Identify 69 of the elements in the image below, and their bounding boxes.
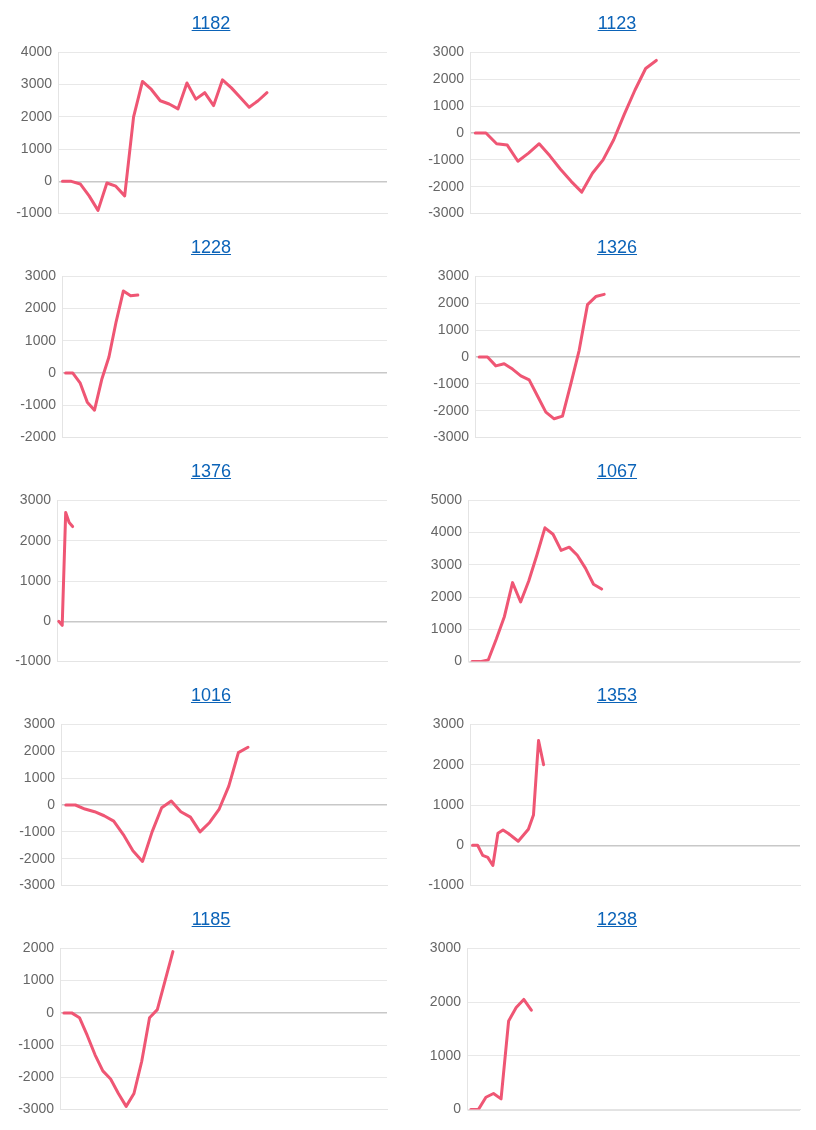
y-tick-label: 3000 bbox=[24, 267, 57, 284]
y-tick-label: -1000 bbox=[16, 204, 53, 221]
y-tick-label: 2000 bbox=[24, 299, 57, 316]
y-tick-label: 3000 bbox=[437, 267, 470, 284]
chart-title: 1238 bbox=[596, 909, 638, 929]
y-tick-label: -1000 bbox=[18, 1035, 55, 1052]
y-tick-label: -3000 bbox=[433, 428, 470, 445]
y-tick-label: 2000 bbox=[430, 587, 463, 604]
y-tick-label: 1000 bbox=[22, 971, 55, 988]
y-tick-label: 0 bbox=[46, 1003, 55, 1020]
y-tick-label: 0 bbox=[454, 652, 463, 669]
y-tick-label: 1000 bbox=[429, 1046, 462, 1063]
y-tick-label: -1000 bbox=[19, 822, 56, 839]
y-tick-label: 2000 bbox=[19, 531, 52, 548]
chart-title: 1182 bbox=[191, 13, 231, 33]
y-tick-label: 0 bbox=[48, 363, 57, 380]
chart-title: 1185 bbox=[191, 909, 231, 929]
y-tick-label: 3000 bbox=[20, 75, 53, 92]
y-tick-label: 0 bbox=[47, 795, 56, 812]
y-tick-label: -3000 bbox=[19, 876, 56, 893]
chart-title: 1353 bbox=[596, 685, 638, 705]
y-tick-label: -2000 bbox=[20, 428, 57, 445]
y-tick-label: 1000 bbox=[432, 96, 465, 113]
chart-title: 1067 bbox=[596, 461, 638, 481]
y-tick-label: -3000 bbox=[428, 204, 465, 221]
y-tick-label: 0 bbox=[456, 836, 465, 853]
y-tick-label: -2000 bbox=[19, 849, 56, 866]
y-tick-label: 3000 bbox=[19, 491, 52, 508]
y-tick-label: 1000 bbox=[437, 320, 470, 337]
y-tick-label: 5000 bbox=[430, 491, 463, 508]
y-tick-label: 0 bbox=[461, 347, 470, 364]
y-tick-label: 2000 bbox=[437, 294, 470, 311]
chart-title: 1326 bbox=[596, 237, 638, 257]
y-tick-label: -1000 bbox=[428, 150, 465, 167]
y-tick-label: -3000 bbox=[18, 1100, 55, 1117]
y-tick-label: -1000 bbox=[428, 876, 465, 893]
y-tick-label: 3000 bbox=[429, 939, 462, 956]
y-tick-label: 2000 bbox=[20, 107, 53, 124]
y-tick-label: 3000 bbox=[430, 555, 463, 572]
y-tick-label: -2000 bbox=[428, 177, 465, 194]
y-tick-label: 2000 bbox=[432, 755, 465, 772]
y-tick-label: -2000 bbox=[18, 1068, 55, 1085]
y-tick-label: 1000 bbox=[20, 139, 53, 156]
y-tick-label: 2000 bbox=[22, 939, 55, 956]
y-tick-label: -2000 bbox=[433, 401, 470, 418]
y-tick-label: 1000 bbox=[432, 795, 465, 812]
y-tick-label: 1000 bbox=[24, 331, 57, 348]
y-tick-label: 0 bbox=[44, 172, 53, 189]
y-tick-label: 2000 bbox=[432, 70, 465, 87]
y-tick-label: 0 bbox=[453, 1100, 462, 1117]
y-tick-label: 2000 bbox=[23, 742, 56, 759]
chart-title: 1228 bbox=[190, 237, 232, 257]
y-tick-label: 1000 bbox=[19, 571, 52, 588]
y-tick-label: 4000 bbox=[430, 523, 463, 540]
y-tick-label: 3000 bbox=[432, 715, 465, 732]
y-tick-label: 2000 bbox=[429, 992, 462, 1009]
chart-title: 1016 bbox=[190, 685, 232, 705]
y-tick-label: 1000 bbox=[430, 620, 463, 637]
y-tick-label: -1000 bbox=[433, 374, 470, 391]
chart-title: 1123 bbox=[597, 13, 637, 33]
y-tick-label: 3000 bbox=[23, 715, 56, 732]
y-tick-label: -1000 bbox=[15, 652, 52, 669]
y-tick-label: 4000 bbox=[20, 43, 53, 60]
chart-title: 1376 bbox=[190, 461, 232, 481]
y-tick-label: 0 bbox=[43, 612, 52, 629]
y-tick-label: 0 bbox=[456, 123, 465, 140]
y-tick-label: 1000 bbox=[23, 768, 56, 785]
y-tick-label: -1000 bbox=[20, 396, 57, 413]
y-tick-label: 3000 bbox=[432, 43, 465, 60]
